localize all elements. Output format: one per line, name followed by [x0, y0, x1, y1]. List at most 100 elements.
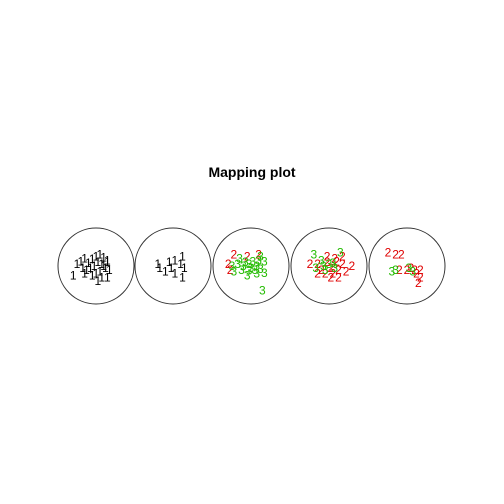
panel-1-point-10: 1 — [95, 255, 102, 269]
panel-4-point-18: 3 — [310, 248, 317, 262]
panel-3-point-1: 2 — [225, 257, 232, 271]
panel-1-point-21: 1 — [89, 269, 96, 283]
panel-2-point-9: 1 — [179, 270, 186, 284]
panel-3-point-15: 3 — [257, 262, 264, 276]
panel-1-point-6: 1 — [96, 248, 103, 262]
panel-2-point-10: 1 — [168, 261, 175, 275]
panel-4-point-9: 2 — [329, 267, 336, 281]
panel-3-point-2: 2 — [227, 263, 234, 277]
panel-2-point-0: 1 — [154, 257, 161, 271]
panel-3-point-24: 3 — [248, 261, 255, 275]
panel-4-point-7: 2 — [343, 265, 350, 279]
panel-4-point-19: 3 — [337, 246, 344, 260]
panel-4-point-4: 2 — [328, 261, 335, 275]
panel-4-point-1: 2 — [314, 257, 321, 271]
panel-3-point-8: 3 — [234, 257, 241, 271]
panel-5-point-7: 2 — [417, 263, 424, 277]
panel-1-point-8: 1 — [104, 253, 111, 267]
panel-1-circle — [57, 227, 135, 305]
panel-1-point-5: 1 — [93, 250, 100, 264]
panel-1-point-14: 1 — [79, 261, 86, 275]
panel-2-point-4: 1 — [172, 253, 179, 267]
panel-5-point-1: 2 — [392, 248, 399, 262]
panel-3-point-7: 3 — [229, 259, 236, 273]
panel-2-point-5: 1 — [177, 257, 184, 271]
panel-2-point-1: 1 — [156, 261, 163, 275]
panel-4-point-8: 2 — [335, 263, 342, 277]
panel-5-point-14: 3 — [409, 265, 416, 279]
panel-5-point-0: 2 — [385, 246, 392, 260]
panel-2-point-2: 1 — [162, 265, 169, 279]
panel-3-point-14: 3 — [261, 254, 268, 268]
panel-3-circle — [212, 227, 290, 305]
panel-2-point-8: 1 — [172, 267, 179, 281]
panel-1-point-26: 1 — [81, 267, 88, 281]
panel-1-point-25: 1 — [100, 259, 107, 273]
panel-4-point-14: 2 — [324, 250, 331, 264]
panel-5-point-11: 3 — [388, 265, 395, 279]
panel-4-point-21: 3 — [320, 259, 327, 273]
panel-1-point-7: 1 — [100, 251, 107, 265]
panel-3-point-25: 3 — [255, 253, 262, 267]
panel-1-point-20: 1 — [104, 270, 111, 284]
panel-3-point-17: 3 — [246, 264, 253, 278]
panel-3-point-12: 3 — [250, 254, 257, 268]
panel-3-point-3: 2 — [244, 250, 251, 264]
panel-1-point-24: 1 — [70, 269, 77, 283]
panel-5-point-13: 3 — [406, 261, 413, 275]
panel-1-point-23: 1 — [104, 255, 111, 269]
panel-3-point-20: 3 — [253, 267, 260, 281]
panel-4-point-16: 2 — [339, 250, 346, 264]
panel-4-point-11: 2 — [314, 267, 321, 281]
panel-3-point-22: 3 — [261, 266, 268, 280]
panel-1-point-3: 1 — [85, 256, 92, 270]
panel-1-point-19: 1 — [98, 270, 105, 284]
chart-title: Mapping plot — [208, 164, 295, 180]
panel-1-point-0: 1 — [74, 257, 81, 271]
panel-3-point-16: 3 — [251, 263, 258, 277]
panel-4-point-2: 2 — [318, 263, 325, 277]
panel-1-point-18: 1 — [93, 267, 100, 281]
panel-4-point-13: 2 — [335, 270, 342, 284]
panel-5-point-8: 2 — [413, 267, 420, 281]
panel-5-point-2: 2 — [398, 248, 405, 262]
panel-4-point-0: 2 — [307, 257, 314, 271]
panel-4-point-12: 2 — [328, 270, 335, 284]
panel-3-point-23: 3 — [259, 284, 266, 298]
panel-3-point-21: 3 — [244, 269, 251, 283]
panel-3-point-19: 3 — [231, 265, 238, 279]
panel-1-point-12: 1 — [87, 261, 94, 275]
panel-4-point-24: 3 — [318, 253, 325, 267]
panel-4-point-6: 2 — [339, 257, 346, 271]
panel-5-point-9: 2 — [417, 270, 424, 284]
panel-5-point-6: 2 — [411, 263, 418, 277]
panel-5-point-5: 2 — [407, 261, 414, 275]
panel-5-point-10: 2 — [415, 276, 422, 290]
panel-4-point-23: 3 — [331, 261, 338, 275]
panel-3-point-11: 3 — [246, 257, 253, 271]
panel-4-point-26: 3 — [322, 263, 329, 277]
panel-3-point-5: 3 — [236, 251, 243, 265]
panel-1-point-22: 1 — [95, 274, 102, 288]
panel-3-point-6: 3 — [257, 250, 264, 264]
panel-5-point-3: 2 — [396, 263, 403, 277]
panel-4-point-22: 3 — [326, 257, 333, 271]
panel-1-point-16: 1 — [106, 263, 113, 277]
panel-4-point-3: 2 — [324, 255, 331, 269]
panel-1-point-15: 1 — [102, 261, 109, 275]
panel-4-point-10: 2 — [322, 267, 329, 281]
panel-1-point-9: 1 — [98, 257, 105, 271]
panel-4-point-15: 2 — [331, 251, 338, 265]
panel-4-point-25: 3 — [329, 256, 336, 270]
panel-1-point-17: 1 — [96, 265, 103, 279]
panel-3-point-18: 3 — [238, 263, 245, 277]
panel-3-point-0: 2 — [231, 248, 238, 262]
panel-4-circle — [290, 227, 368, 305]
panel-1-point-13: 1 — [83, 263, 90, 277]
panel-2-point-6: 1 — [179, 250, 186, 264]
panel-5-point-12: 3 — [392, 263, 399, 277]
panel-5-point-4: 2 — [404, 263, 411, 277]
